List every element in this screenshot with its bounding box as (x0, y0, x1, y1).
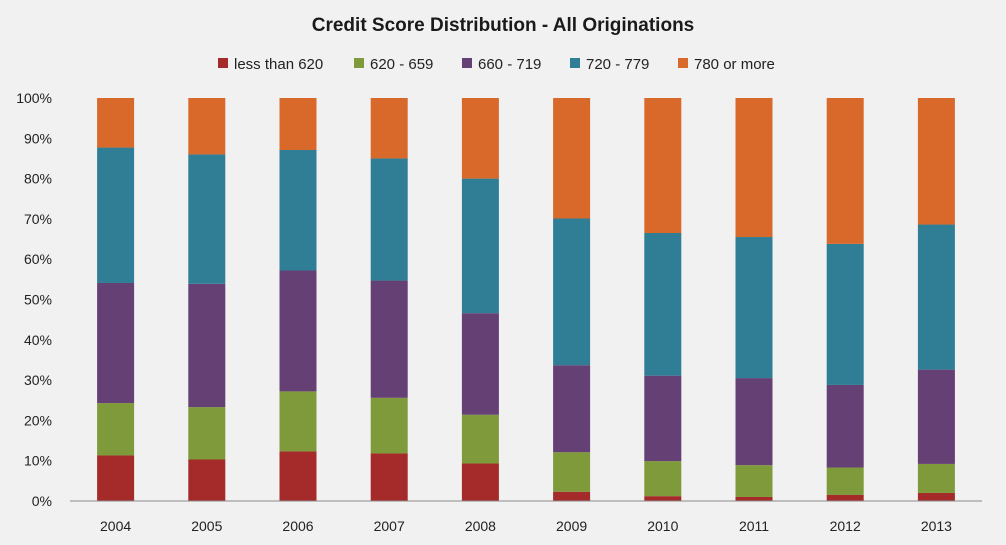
bar-segment-5 (461, 98, 499, 179)
bar-segment-2 (370, 397, 408, 454)
legend-item: less than 620 (218, 56, 323, 73)
legend-swatch (218, 58, 228, 68)
legend: less than 620 620 - 659 660 - 719 720 - 779… (218, 56, 775, 73)
bar-segment-5 (97, 98, 135, 148)
x-tick-label: 2013 (921, 518, 952, 534)
legend-item: 660 - 719 (462, 56, 541, 73)
bar-segment-3 (826, 384, 864, 468)
y-tick-label: 40% (24, 332, 52, 348)
x-tick-label: 2008 (465, 518, 496, 534)
bar-segment-3 (370, 280, 408, 398)
bar-segment-2 (735, 465, 773, 497)
bar-segment-2 (917, 463, 955, 493)
bar-segment-1 (735, 496, 773, 501)
y-tick-label: 100% (16, 90, 52, 106)
bar-segment-4 (461, 178, 499, 314)
bar-segment-1 (370, 453, 408, 501)
bar-segment-3 (97, 282, 135, 404)
bar-segment-3 (188, 283, 226, 408)
bar-segment-5 (188, 98, 226, 155)
legend-swatch (462, 58, 472, 68)
bar-segment-3 (279, 270, 317, 392)
y-tick-label: 30% (24, 372, 52, 388)
x-tick-label: 2007 (374, 518, 405, 534)
bar-segment-2 (644, 461, 682, 497)
legend-item: 720 - 779 (570, 56, 649, 73)
bar-segment-1 (279, 451, 317, 501)
y-tick-label: 0% (32, 493, 52, 509)
y-tick-label: 20% (24, 412, 52, 428)
y-tick-label: 90% (24, 130, 52, 146)
x-tick-label: 2006 (282, 518, 313, 534)
y-tick-label: 70% (24, 211, 52, 227)
x-tick-label: 2005 (191, 518, 222, 534)
bar-segment-3 (644, 375, 682, 462)
x-tick-label: 2009 (556, 518, 587, 534)
bar-segment-5 (735, 98, 773, 238)
legend-label: 620 - 659 (370, 56, 433, 73)
legend-item: 620 - 659 (354, 56, 433, 73)
legend-label: less than 620 (234, 56, 323, 73)
bar-segment-4 (97, 147, 135, 283)
bar-segment-4 (735, 237, 773, 379)
y-tick-label: 10% (24, 453, 52, 469)
bar-segment-4 (826, 243, 864, 385)
bar-segment-5 (644, 98, 682, 234)
bar-segment-5 (279, 98, 317, 150)
x-tick-label: 2011 (739, 518, 769, 534)
x-tick-label: 2012 (830, 518, 861, 534)
bar-segment-4 (188, 154, 226, 284)
bar-segment-1 (826, 494, 864, 501)
legend-label: 780 or more (694, 56, 775, 73)
bar-segment-3 (461, 313, 499, 415)
legend-swatch (354, 58, 364, 68)
bar-segment-4 (370, 158, 408, 281)
x-axis: 2004 2005 2006 2007 2008 2009 2010 2011 2012 2013 (100, 518, 952, 534)
bar-segment-1 (97, 455, 135, 501)
bar-segment-5 (370, 98, 408, 159)
bar-segment-2 (97, 403, 135, 456)
legend-label: 720 - 779 (586, 56, 649, 73)
bar-segment-2 (279, 391, 317, 452)
chart-title: Credit Score Distribution - All Originat… (312, 15, 695, 36)
legend-swatch (570, 58, 580, 68)
bar-segment-3 (553, 365, 591, 453)
bar-segment-1 (917, 492, 955, 501)
bar-segment-5 (826, 98, 864, 244)
bar-segment-2 (826, 467, 864, 495)
bar-segment-5 (917, 98, 955, 225)
bar-segment-2 (461, 414, 499, 464)
bar-segment-5 (553, 98, 591, 219)
y-axis: 0% 10% 20% 30% 40% 50% 60% 70% 80% 90% 100% (16, 90, 52, 509)
x-tick-label: 2004 (100, 518, 131, 534)
bar-segment-2 (188, 407, 226, 460)
bar-segment-1 (644, 496, 682, 501)
bar-segment-4 (553, 218, 591, 366)
legend-item: 780 or more (678, 56, 775, 73)
bars (97, 98, 955, 501)
bar-segment-4 (644, 233, 682, 376)
bar-segment-2 (553, 452, 591, 492)
bar-segment-4 (279, 149, 317, 271)
y-tick-label: 60% (24, 251, 52, 267)
y-tick-label: 50% (24, 292, 52, 308)
legend-swatch (678, 58, 688, 68)
legend-label: 660 - 719 (478, 56, 541, 73)
y-tick-label: 80% (24, 171, 52, 187)
bar-segment-4 (917, 224, 955, 370)
bar-segment-1 (553, 491, 591, 501)
x-tick-label: 2010 (647, 518, 678, 534)
bar-segment-3 (917, 369, 955, 464)
bar-segment-1 (461, 463, 499, 501)
bar-segment-1 (188, 459, 226, 501)
bar-segment-3 (735, 378, 773, 466)
